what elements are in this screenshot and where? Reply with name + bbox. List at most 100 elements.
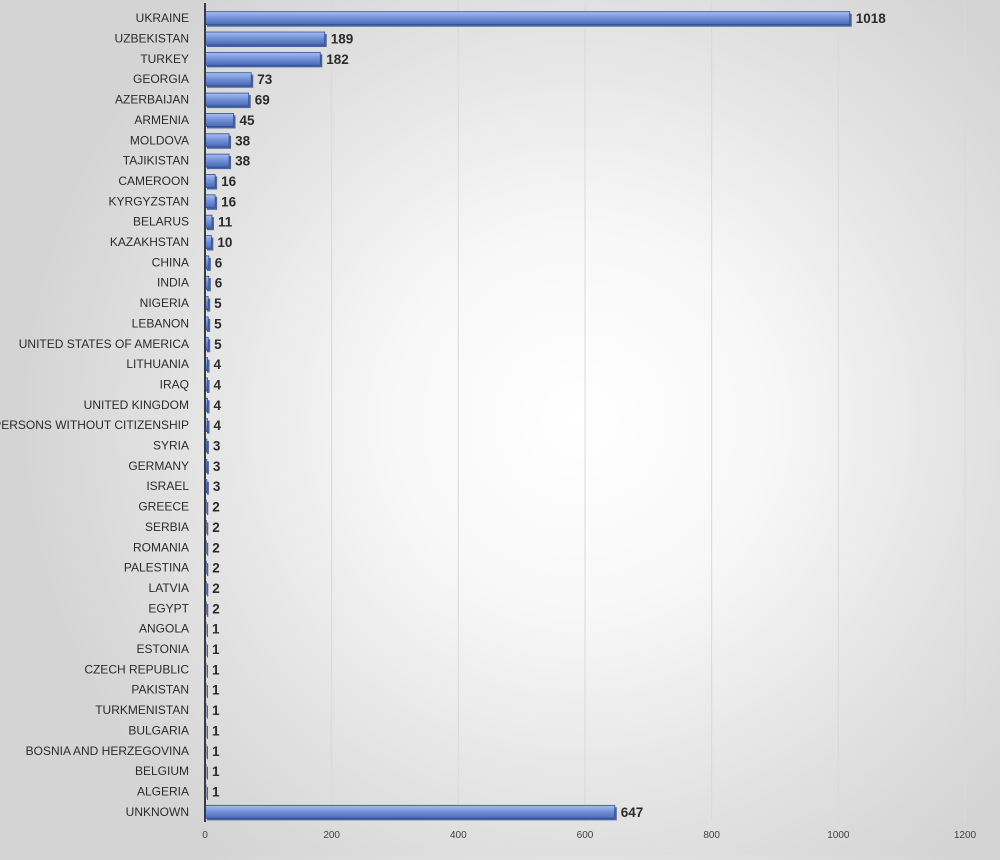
category-label: CAMEROON xyxy=(118,174,189,188)
data-label: 3 xyxy=(213,479,221,494)
data-label: 2 xyxy=(212,500,220,515)
category-label: ARMENIA xyxy=(134,113,189,127)
bar-shadow xyxy=(207,400,210,414)
bar-shadow xyxy=(207,359,210,373)
data-label: 6 xyxy=(215,255,223,270)
bar xyxy=(204,804,616,819)
category-label: KAZAKHSTAN xyxy=(110,235,189,249)
data-label: 1 xyxy=(212,622,220,637)
category-label: INDIA xyxy=(157,276,189,290)
bar-shadow xyxy=(207,563,209,577)
category-label: UNITED STATES OF AMERICA xyxy=(19,337,189,351)
category-label: PALESTINA xyxy=(124,561,189,575)
category-label: GEORGIA xyxy=(133,72,189,86)
data-label: 1 xyxy=(212,744,220,759)
bar xyxy=(204,31,326,46)
bar-shadow xyxy=(207,481,209,495)
category-label: TAJIKISTAN xyxy=(123,154,189,168)
bar-shadow xyxy=(207,583,209,597)
category-label: AZERBAIJAN xyxy=(115,93,189,107)
bar xyxy=(204,72,252,87)
bar xyxy=(204,92,250,107)
category-label: NIGERIA xyxy=(140,296,189,310)
bar-shadow xyxy=(207,420,210,434)
bar-shadow xyxy=(207,746,208,760)
category-label: GREECE xyxy=(138,500,189,514)
data-label: 4 xyxy=(214,357,222,372)
bar-shadow xyxy=(207,379,210,393)
x-tick-label: 1200 xyxy=(954,830,977,841)
category-label: UNKNOWN xyxy=(126,805,189,819)
category-label: TURKMENISTAN xyxy=(95,703,189,717)
x-tick-label: 0 xyxy=(202,830,208,841)
category-label: PAKISTAN xyxy=(131,683,189,697)
category-label: UKRAINE xyxy=(136,11,189,25)
data-label: 1 xyxy=(212,703,220,718)
bar xyxy=(204,194,216,209)
data-label: 1018 xyxy=(856,11,887,26)
bar-shadow xyxy=(207,624,208,638)
category-label: BELGIUM xyxy=(135,764,189,778)
data-label: 45 xyxy=(240,113,256,128)
bar-shadow xyxy=(207,461,209,475)
bar-shadow xyxy=(207,339,211,353)
data-label: 10 xyxy=(217,235,232,250)
category-label: KYRGYZSTAN xyxy=(109,194,189,208)
x-tick-label: 200 xyxy=(323,830,340,841)
data-label: 189 xyxy=(331,32,354,47)
data-label: 647 xyxy=(621,805,644,820)
category-label: PERSONS WITHOUT CITIZENSHIP xyxy=(0,418,189,432)
category-label: ISRAEL xyxy=(146,479,189,493)
data-label: 1 xyxy=(212,683,220,698)
bar-shadow xyxy=(207,542,209,556)
category-label: ESTONIA xyxy=(137,642,189,656)
data-label: 2 xyxy=(212,540,220,555)
data-label: 11 xyxy=(218,215,233,230)
category-label: CHINA xyxy=(152,255,189,269)
data-label: 5 xyxy=(214,316,222,331)
data-label: 38 xyxy=(235,133,251,148)
bar-shadow xyxy=(207,766,208,780)
bar-shadow xyxy=(207,318,211,332)
data-label: 73 xyxy=(257,72,273,87)
category-label: LEBANON xyxy=(132,316,189,330)
bar xyxy=(204,113,234,127)
category-label: UNITED KINGDOM xyxy=(84,398,189,412)
category-label: BELARUS xyxy=(133,215,189,229)
data-label: 1 xyxy=(212,662,220,677)
data-label: 3 xyxy=(213,439,221,454)
category-label: EGYPT xyxy=(148,601,189,615)
data-label: 38 xyxy=(235,154,251,169)
x-tick-label: 600 xyxy=(577,830,594,841)
bar-shadow xyxy=(207,705,208,719)
data-label: 6 xyxy=(215,276,223,291)
data-label: 16 xyxy=(221,194,237,209)
data-label: 2 xyxy=(212,520,220,535)
category-label: TURKEY xyxy=(140,52,189,66)
bar xyxy=(204,153,230,168)
bar-shadow xyxy=(207,725,208,739)
bar xyxy=(204,133,230,148)
category-label: LATVIA xyxy=(149,581,189,595)
category-label: LITHUANIA xyxy=(126,357,189,371)
labels: 0 200 400 600 800 1000 1200 UKRAINE 1018 UZBEKIST… xyxy=(0,11,977,841)
category-label: SYRIA xyxy=(153,439,189,453)
category-label: BOSNIA AND HERZEGOVINA xyxy=(26,744,189,758)
bar-shadow xyxy=(207,786,208,800)
bar-shadow xyxy=(207,441,209,455)
x-tick-label: 800 xyxy=(703,830,720,841)
data-label: 2 xyxy=(212,601,220,616)
category-label: GERMANY xyxy=(128,459,189,473)
bar-shadow xyxy=(207,685,208,699)
data-label: 1 xyxy=(212,723,220,738)
data-label: 5 xyxy=(214,296,222,311)
data-label: 1 xyxy=(212,784,220,799)
data-label: 1 xyxy=(212,764,220,779)
x-tick-label: 1000 xyxy=(827,830,850,841)
bar-shadow xyxy=(207,522,209,536)
category-label: UZBEKISTAN xyxy=(115,32,189,46)
data-label: 4 xyxy=(214,398,222,413)
bar xyxy=(204,214,213,229)
